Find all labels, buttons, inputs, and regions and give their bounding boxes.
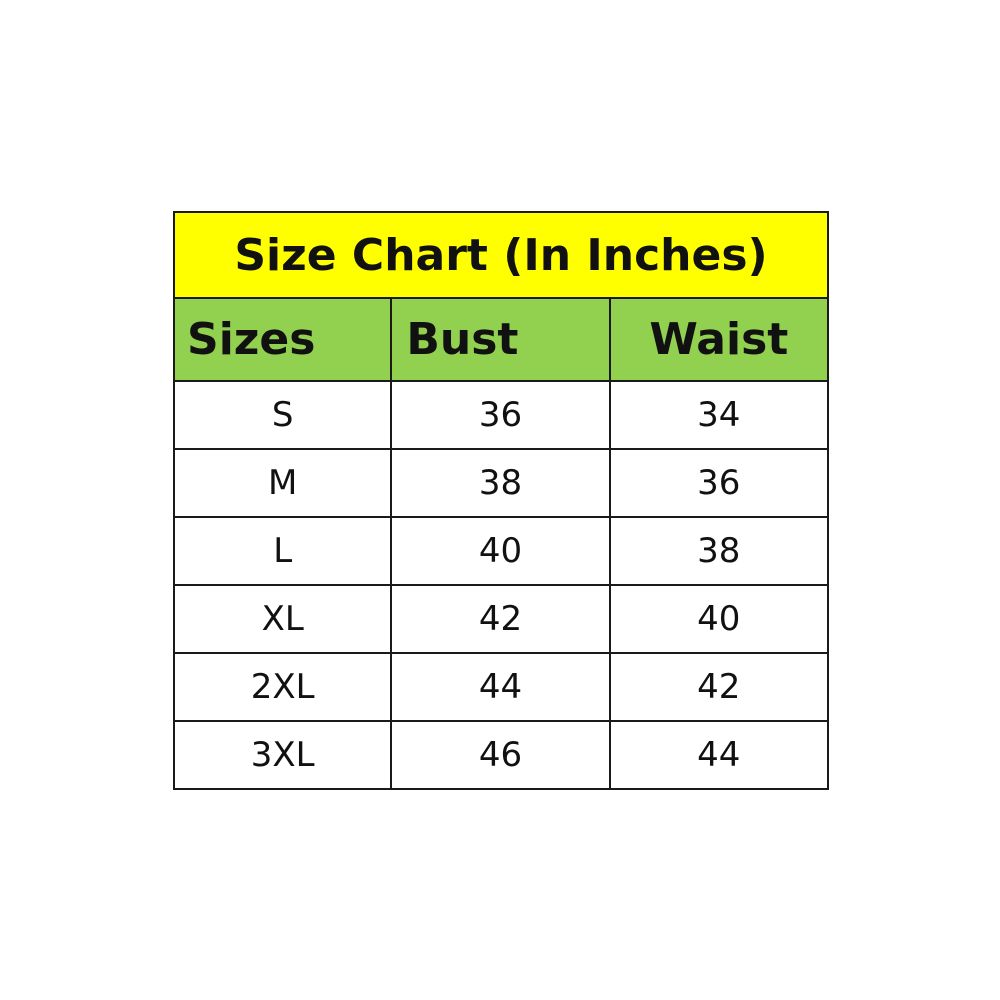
waist-cell: 38 [608,516,830,586]
size-cell: 2XL [172,652,393,722]
column-header-waist: Waist [608,297,830,382]
size-cell: XL [172,584,393,654]
size-cell: S [172,380,393,450]
size-cell: M [172,448,393,518]
title-row: Size Chart (In Inches) [173,211,829,299]
header-row: Sizes Bust Waist [172,297,830,382]
table-row: M 38 36 [172,448,830,518]
waist-cell: 34 [608,380,830,450]
size-chart-table: Size Chart (In Inches) Sizes Bust Waist … [172,211,830,790]
bust-cell: 42 [390,584,611,654]
table-row: 3XL 46 44 [172,720,830,790]
column-header-sizes: Sizes [172,297,393,382]
waist-cell: 40 [608,584,830,654]
table-row: XL 42 40 [172,584,830,654]
bust-cell: 46 [390,720,611,790]
bust-cell: 36 [390,380,611,450]
waist-cell: 44 [608,720,830,790]
table-row: L 40 38 [172,516,830,586]
size-cell: L [172,516,393,586]
table-row: 2XL 44 42 [172,652,830,722]
bust-cell: 40 [390,516,611,586]
size-cell: 3XL [172,720,393,790]
waist-cell: 36 [608,448,830,518]
waist-cell: 42 [608,652,830,722]
bust-cell: 38 [390,448,611,518]
table-row: S 36 34 [172,380,830,450]
bust-cell: 44 [390,652,611,722]
column-header-bust: Bust [390,297,611,382]
table-title: Size Chart (In Inches) [173,211,829,299]
